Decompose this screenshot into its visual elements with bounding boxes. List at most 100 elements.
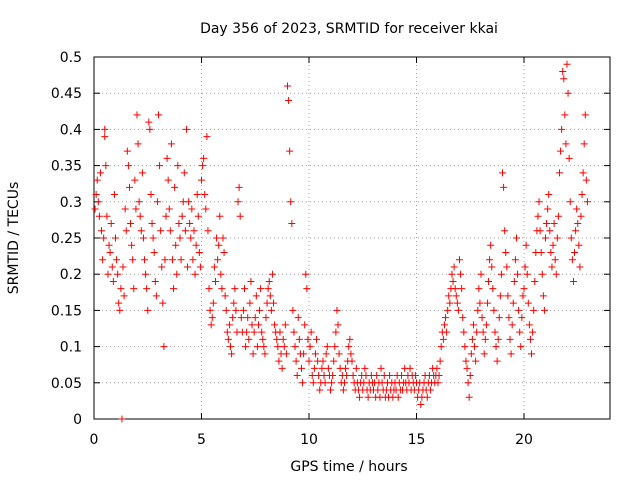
data-point xyxy=(139,234,147,242)
data-point xyxy=(204,227,212,235)
y-axis-label: SRMTID / TECUs xyxy=(6,182,22,295)
axis-ticks: 0 0.05 0.1 0.15 0.2 0.25 0.3 0.35 0.4 0.45 0.5 0 5 10… xyxy=(51,50,610,448)
data-point xyxy=(361,364,369,372)
data-point xyxy=(203,133,211,141)
data-point xyxy=(331,343,339,351)
data-point xyxy=(568,256,576,264)
data-point xyxy=(342,364,350,372)
data-point xyxy=(231,285,239,293)
data-point xyxy=(482,321,490,329)
data-point xyxy=(256,306,264,314)
data-point xyxy=(147,191,155,199)
data-point xyxy=(112,234,119,242)
data-point xyxy=(264,285,272,293)
data-point xyxy=(327,386,334,394)
data-point xyxy=(549,241,557,249)
data-point xyxy=(120,292,128,300)
grid xyxy=(94,57,610,419)
data-point xyxy=(161,256,169,264)
data-point xyxy=(569,277,577,285)
y-tick-label: 0.15 xyxy=(51,303,82,319)
data-point xyxy=(241,285,248,293)
data-point xyxy=(199,162,207,170)
data-point xyxy=(548,263,556,271)
data-point xyxy=(557,147,565,155)
data-point xyxy=(339,386,347,394)
data-point xyxy=(149,234,157,242)
data-point xyxy=(131,176,139,184)
data-point xyxy=(583,198,591,206)
data-point xyxy=(291,343,299,351)
data-point xyxy=(559,67,567,75)
data-point xyxy=(253,343,261,351)
data-point xyxy=(502,248,510,256)
data-point xyxy=(462,357,470,365)
data-point xyxy=(257,285,265,293)
data-point xyxy=(110,191,118,199)
data-point xyxy=(132,205,140,213)
data-point xyxy=(95,212,103,220)
data-point xyxy=(137,227,145,235)
data-point xyxy=(445,292,453,300)
data-point xyxy=(230,299,238,307)
data-point xyxy=(537,248,545,256)
data-point xyxy=(219,234,227,242)
data-point xyxy=(343,372,351,380)
data-point xyxy=(300,350,308,358)
data-point xyxy=(174,162,182,170)
data-point xyxy=(459,314,467,322)
data-point xyxy=(153,198,161,206)
data-point xyxy=(282,350,290,358)
y-tick-label: 0.25 xyxy=(51,231,82,247)
data-point xyxy=(542,234,549,242)
data-point xyxy=(535,198,543,206)
data-point xyxy=(281,321,289,329)
data-point xyxy=(576,263,584,271)
data-point xyxy=(503,263,511,271)
data-point xyxy=(348,357,356,365)
data-point xyxy=(558,125,566,133)
data-point xyxy=(554,212,562,220)
data-point xyxy=(311,350,319,358)
data-point xyxy=(302,270,310,278)
data-point xyxy=(322,350,330,358)
data-point xyxy=(258,328,266,336)
data-point xyxy=(115,299,123,307)
data-point xyxy=(373,372,381,380)
data-point xyxy=(505,314,513,322)
data-point xyxy=(221,292,229,300)
data-point xyxy=(292,357,300,365)
data-point xyxy=(134,140,142,148)
data-point xyxy=(449,277,457,285)
data-point xyxy=(305,357,313,365)
data-point xyxy=(108,263,116,271)
y-tick-label: 0 xyxy=(73,412,82,428)
data-point xyxy=(514,270,522,278)
data-point xyxy=(481,335,489,343)
data-point xyxy=(175,220,183,228)
data-point xyxy=(98,227,106,235)
data-point xyxy=(209,299,217,307)
data-point xyxy=(329,372,337,380)
data-point xyxy=(144,306,152,314)
data-point xyxy=(289,306,297,314)
data-point xyxy=(142,270,150,278)
data-point xyxy=(274,343,282,351)
data-point xyxy=(545,191,553,199)
data-point xyxy=(466,372,474,380)
data-point xyxy=(188,205,196,213)
data-point xyxy=(117,285,125,293)
data-point xyxy=(278,364,286,372)
data-point xyxy=(268,270,276,278)
data-point xyxy=(454,306,462,314)
data-point xyxy=(215,241,223,249)
data-point xyxy=(553,234,561,242)
data-point xyxy=(520,285,528,293)
data-point xyxy=(451,285,459,293)
data-point xyxy=(574,220,582,228)
data-point xyxy=(128,241,136,249)
x-tick-label: 15 xyxy=(408,432,426,448)
data-point xyxy=(475,285,483,293)
data-point xyxy=(136,212,144,220)
data-point xyxy=(247,277,255,285)
